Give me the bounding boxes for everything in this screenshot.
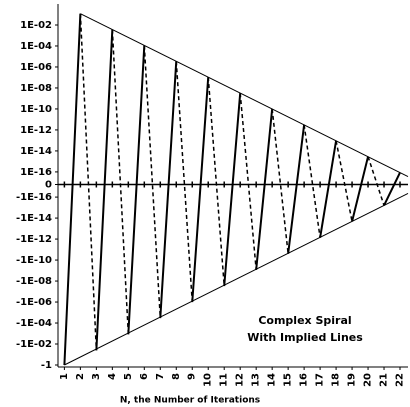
y-tick-label: -1E-08 xyxy=(16,276,52,287)
annotation: Complex Spiral xyxy=(258,314,351,327)
x-tick-label: 9 xyxy=(187,373,198,380)
x-tick-label: 12 xyxy=(235,373,246,387)
y-tick-label: -1E-06 xyxy=(16,297,52,308)
series-line xyxy=(79,13,385,351)
x-tick-label: 3 xyxy=(91,373,102,380)
annotation: With Implied Lines xyxy=(247,331,363,344)
x-tick-label: 10 xyxy=(203,373,214,387)
x-tick-label: 5 xyxy=(123,373,134,380)
x-tick-label: 6 xyxy=(139,373,150,380)
series-line xyxy=(63,13,401,366)
y-tick-label: -1E-04 xyxy=(16,318,52,329)
series-line xyxy=(80,13,409,178)
x-tick-label: 13 xyxy=(251,373,262,387)
x-tick-label: 20 xyxy=(363,373,374,387)
x-axis-title: N, the Number of Iterations xyxy=(120,396,260,406)
x-tick-label: 2 xyxy=(75,373,86,380)
y-tick-label: 1E-06 xyxy=(20,62,52,73)
series-line xyxy=(64,193,409,366)
y-tick-label: 1E-04 xyxy=(20,41,52,52)
x-tick-label: 16 xyxy=(299,373,310,387)
y-tick-label: 1E-08 xyxy=(20,83,52,94)
x-tick-label: 14 xyxy=(267,373,278,387)
x-tick-label: 11 xyxy=(219,373,230,387)
y-tick-label: -1E-10 xyxy=(16,255,52,266)
x-tick-label: 1 xyxy=(59,373,70,380)
y-tick-label: 1E-14 xyxy=(20,146,52,157)
x-tick-label: 17 xyxy=(315,373,326,387)
x-tick-label: 22 xyxy=(395,373,406,387)
x-tick-label: 7 xyxy=(155,373,166,380)
y-tick-label: -1E-16 xyxy=(16,192,52,203)
y-tick-label: -1E-14 xyxy=(16,213,52,224)
y-tick-label: -1 xyxy=(41,360,52,371)
y-tick-label: -1E-12 xyxy=(16,234,52,245)
x-tick-label: 8 xyxy=(171,373,182,380)
y-tick-label: 1E-02 xyxy=(20,20,52,31)
y-tick-label: 1E-16 xyxy=(20,167,52,178)
y-tick-label: 0 xyxy=(45,180,52,191)
x-tick-label: 15 xyxy=(283,373,294,387)
x-tick-label: 4 xyxy=(107,373,118,380)
x-tick-label: 18 xyxy=(331,373,342,387)
x-tick-label: 21 xyxy=(379,373,390,387)
y-tick-label: -1E-02 xyxy=(16,339,52,350)
y-tick-label: 1E-12 xyxy=(20,125,52,136)
y-tick-label: 1E-10 xyxy=(20,104,52,115)
x-tick-label: 19 xyxy=(347,373,358,387)
